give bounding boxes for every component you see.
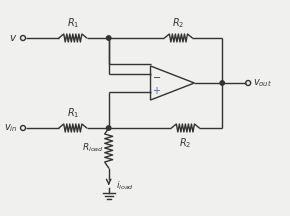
Circle shape	[106, 36, 111, 40]
Text: $R_1$: $R_1$	[67, 16, 79, 30]
Text: $R_1$: $R_1$	[67, 106, 79, 120]
Text: $R_2$: $R_2$	[172, 16, 184, 30]
Text: $v_{out}$: $v_{out}$	[253, 77, 272, 89]
Text: $v_{in}$: $v_{in}$	[3, 122, 17, 134]
Circle shape	[106, 126, 111, 130]
Text: $i_{load}$: $i_{load}$	[116, 180, 134, 192]
Text: $-$: $-$	[152, 70, 161, 81]
Text: $R_{load}$: $R_{load}$	[82, 142, 104, 154]
Circle shape	[220, 81, 224, 85]
Text: $R_2$: $R_2$	[179, 136, 192, 150]
Text: $+$: $+$	[152, 85, 161, 96]
Text: $v$: $v$	[9, 33, 17, 43]
